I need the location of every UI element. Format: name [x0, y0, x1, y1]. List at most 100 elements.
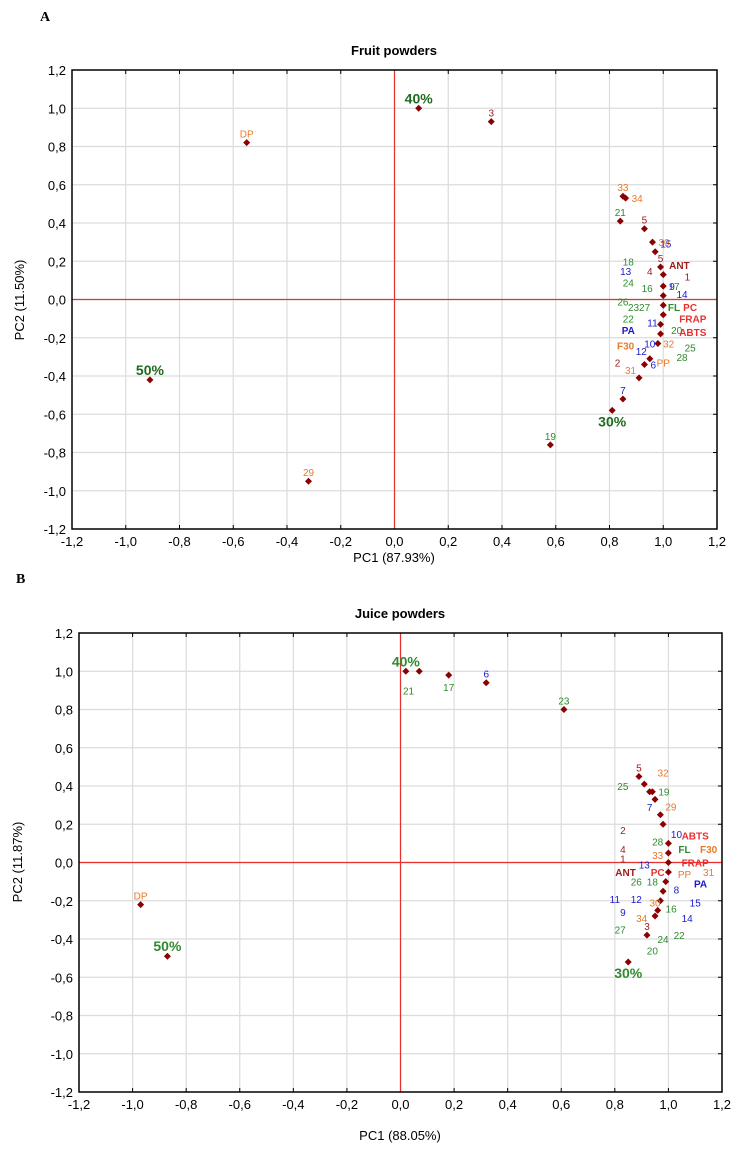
variable-label: 26: [631, 878, 643, 889]
variable-label: 25: [617, 782, 629, 793]
variable-label: 22: [674, 931, 686, 942]
data-point: [635, 374, 643, 382]
data-point: [402, 667, 410, 675]
variable-label: ABTS: [679, 328, 707, 339]
x-tick-label: -0,6: [229, 1097, 251, 1112]
point-label: 5: [636, 763, 642, 774]
variable-label: 11: [647, 318, 658, 329]
x-tick-label: 0,0: [385, 534, 403, 549]
data-point: [640, 780, 648, 788]
y-tick-label: -1,0: [44, 484, 66, 499]
variable-label: 17: [668, 282, 680, 293]
variable-label: 24: [657, 935, 669, 946]
data-point: [546, 441, 554, 449]
data-point: [659, 282, 667, 290]
data-point: [659, 292, 667, 300]
variable-label: PP: [678, 870, 692, 881]
chart-title: Fruit powders: [351, 43, 437, 58]
data-point: [487, 118, 495, 126]
data-point: [651, 912, 659, 920]
variable-label: 21: [403, 686, 415, 697]
variable-label: 26: [617, 297, 629, 308]
variable-label: 24: [623, 278, 635, 289]
x-tick-label: -0,2: [330, 534, 352, 549]
variable-label: 1: [685, 273, 691, 284]
y-tick-label: 0,8: [55, 703, 73, 718]
variable-label: 30: [649, 899, 661, 910]
x-tick-label: 1,2: [713, 1097, 731, 1112]
x-tick-label: 0,8: [600, 534, 618, 549]
variable-label: 28: [677, 353, 689, 364]
x-tick-label: -0,4: [282, 1097, 304, 1112]
x-tick-label: -1,0: [121, 1097, 143, 1112]
variable-label: 20: [647, 946, 659, 957]
variable-label: 8: [674, 885, 680, 896]
point-label: 34: [632, 194, 644, 205]
point-label: 50%: [153, 938, 182, 954]
x-tick-label: 1,2: [708, 534, 726, 549]
data-point: [654, 339, 662, 347]
point-label: 31: [625, 366, 637, 377]
x-tick-label: -0,2: [336, 1097, 358, 1112]
point-label: 21: [615, 208, 627, 219]
panel-letter-a: A: [40, 10, 51, 25]
variable-label: 22: [623, 315, 635, 326]
point-label: 50%: [136, 362, 165, 378]
y-tick-label: -0,4: [51, 932, 73, 947]
variable-label: 2327: [628, 303, 651, 314]
x-tick-label: 0,6: [552, 1097, 570, 1112]
data-point: [659, 820, 667, 828]
data-point: [415, 104, 423, 112]
data-point: [635, 772, 643, 780]
y-tick-label: 0,2: [55, 817, 73, 832]
chart-fruit-powders: Fruit powders PC1 (87.93%) PC2 (11.50%) …: [12, 43, 726, 565]
data-point: [656, 897, 664, 905]
y-tick-label: -0,8: [44, 446, 66, 461]
y-tick-label: 0,6: [55, 741, 73, 756]
data-point: [649, 238, 656, 246]
variable-label: 4: [647, 267, 653, 278]
variable-label: 34: [636, 914, 648, 925]
data-point: [640, 361, 648, 369]
data-point: [659, 301, 667, 309]
y-tick-label: 0,0: [55, 856, 73, 871]
variable-label: ANT: [669, 261, 690, 272]
point-label: 5: [658, 254, 664, 265]
data-point: [664, 859, 672, 866]
variable-label: 27: [615, 925, 627, 936]
point-label: 29: [665, 803, 677, 814]
x-tick-label: -0,8: [168, 534, 190, 549]
data-point: [643, 931, 651, 939]
data-point: [243, 139, 251, 147]
variable-label: ANT: [615, 868, 636, 879]
point-label: 12: [636, 347, 648, 358]
point-label: 30: [659, 238, 671, 249]
variable-label: 25: [685, 343, 697, 354]
x-tick-label: -0,8: [175, 1097, 197, 1112]
x-tick-label: 0,8: [606, 1097, 624, 1112]
variable-label: FL: [668, 303, 680, 314]
data-point: [619, 395, 627, 403]
data-point: [664, 868, 672, 876]
y-tick-label: 0,4: [48, 216, 66, 231]
y-tick-label: 1,2: [55, 626, 73, 641]
data-point: [608, 406, 616, 414]
data-point: [163, 952, 171, 960]
plot-frame: [71, 69, 718, 530]
x-tick-label: -0,4: [276, 534, 298, 549]
data-point: [137, 901, 145, 909]
point-label: 19: [658, 788, 670, 799]
x-tick-label: 0,4: [493, 534, 511, 549]
point-label: 5: [642, 216, 648, 227]
point-label: 3: [488, 109, 494, 120]
variable-label: F30: [617, 341, 635, 352]
y-tick-label: -0,8: [51, 1009, 73, 1024]
y-tick-label: -0,4: [44, 369, 66, 384]
variable-label: F30: [700, 845, 718, 856]
variable-label: 13: [620, 267, 632, 278]
data-point: [415, 667, 423, 675]
data-point: [305, 477, 312, 485]
x-tick-label: 0,2: [439, 534, 457, 549]
data-point: [560, 706, 568, 713]
x-tick-label: -0,6: [222, 534, 244, 549]
